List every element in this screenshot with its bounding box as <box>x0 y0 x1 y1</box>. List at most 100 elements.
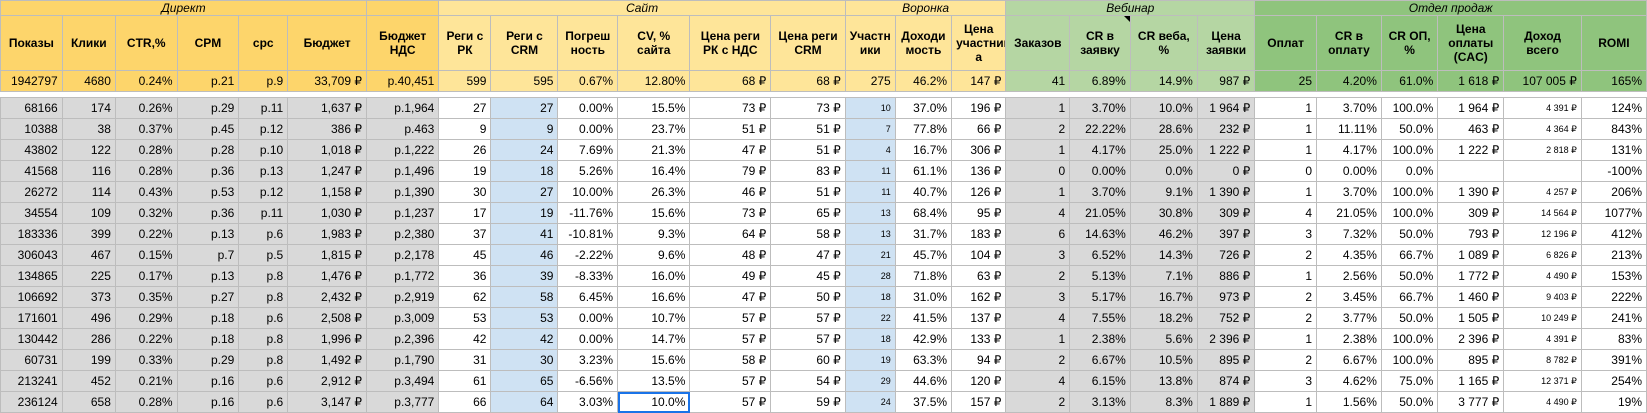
table-cell[interactable]: 14.63% <box>1069 223 1131 245</box>
table-cell[interactable]: 38 <box>61 118 116 140</box>
table-cell[interactable]: 225 <box>61 265 116 287</box>
table-cell[interactable]: 15.5% <box>617 97 691 119</box>
table-cell[interactable]: 1 <box>1254 139 1317 161</box>
column-header-cell[interactable]: Цена реги CRM <box>770 15 846 71</box>
table-cell[interactable]: 109 <box>61 202 116 224</box>
table-cell[interactable]: 42 <box>438 328 492 350</box>
table-cell[interactable]: 4 391 ₽ <box>1503 328 1582 350</box>
table-cell[interactable]: 4.35% <box>1316 244 1382 266</box>
table-cell[interactable]: 71.8% <box>894 265 953 287</box>
table-cell[interactable]: 1,996 ₽ <box>287 328 367 350</box>
table-cell[interactable]: 44.6% <box>894 370 953 392</box>
table-cell[interactable]: 7.1% <box>1129 265 1198 287</box>
table-cell[interactable]: 18 <box>490 160 559 182</box>
table-cell[interactable]: 50.0% <box>1380 223 1439 245</box>
total-cell[interactable]: 33,709 ₽ <box>287 70 367 92</box>
table-cell[interactable]: 46 ₽ <box>689 181 772 203</box>
table-cell[interactable]: 399 <box>61 223 116 245</box>
table-cell[interactable]: 1,030 ₽ <box>287 202 367 224</box>
table-cell[interactable]: 463 ₽ <box>1437 118 1505 140</box>
table-cell[interactable]: 31.0% <box>894 286 953 308</box>
table-cell[interactable]: р.45 <box>176 118 240 140</box>
table-cell[interactable]: 40.7% <box>894 181 953 203</box>
table-cell[interactable]: 43802 <box>0 139 63 161</box>
table-cell[interactable]: 14.3% <box>1129 244 1198 266</box>
table-cell[interactable]: 10 249 ₽ <box>1503 307 1582 329</box>
column-header-cell[interactable]: CPM <box>176 15 240 71</box>
table-cell[interactable]: 3 <box>1005 286 1071 308</box>
total-cell[interactable]: р.9 <box>238 70 289 92</box>
table-cell[interactable]: 11 <box>844 181 896 203</box>
table-cell[interactable]: 3 <box>1254 370 1317 392</box>
table-cell[interactable]: 162 ₽ <box>951 286 1007 308</box>
table-cell[interactable]: 54 ₽ <box>770 370 846 392</box>
column-header-cell[interactable]: Бюджет НДС <box>365 15 440 71</box>
column-header-cell[interactable]: CR в оплату <box>1316 15 1382 71</box>
table-cell[interactable]: 51 ₽ <box>770 181 846 203</box>
table-cell[interactable]: 26.3% <box>617 181 691 203</box>
table-cell[interactable]: 232 ₽ <box>1196 118 1256 140</box>
table-cell[interactable]: 3.70% <box>1069 97 1131 119</box>
table-cell[interactable]: 1 <box>1254 265 1317 287</box>
table-cell[interactable]: 2 <box>1254 307 1317 329</box>
table-cell[interactable]: р.16 <box>176 391 240 413</box>
table-cell[interactable]: 41 <box>490 223 559 245</box>
column-header-cell[interactable]: Цена участник а <box>951 15 1007 71</box>
table-cell[interactable]: р.8 <box>238 328 289 350</box>
table-cell[interactable]: 45 <box>438 244 492 266</box>
table-cell[interactable]: 0 <box>1005 160 1071 182</box>
table-cell[interactable]: 1.56% <box>1316 391 1382 413</box>
table-cell[interactable]: 30.8% <box>1129 202 1198 224</box>
table-cell[interactable]: -6.56% <box>557 370 619 392</box>
table-cell[interactable]: р.6 <box>238 391 289 413</box>
table-cell[interactable]: 1 390 ₽ <box>1437 181 1505 203</box>
table-cell[interactable]: 0.35% <box>114 286 178 308</box>
table-cell[interactable]: р.2,380 <box>365 223 440 245</box>
table-cell[interactable]: р.1,390 <box>365 181 440 203</box>
table-cell[interactable]: 1,637 ₽ <box>287 97 367 119</box>
table-cell[interactable]: 10.5% <box>1129 349 1198 371</box>
table-cell[interactable]: 3.23% <box>557 349 619 371</box>
table-cell[interactable]: 120 ₽ <box>951 370 1007 392</box>
table-cell[interactable]: -10.81% <box>557 223 619 245</box>
table-cell[interactable]: 18 <box>844 286 896 308</box>
table-cell[interactable]: 726 ₽ <box>1196 244 1256 266</box>
table-cell[interactable]: 37.0% <box>894 97 953 119</box>
table-cell[interactable]: 1 390 ₽ <box>1196 181 1256 203</box>
table-cell[interactable]: 254% <box>1580 370 1647 392</box>
table-cell[interactable]: 15.6% <box>617 202 691 224</box>
table-cell[interactable]: р.1,222 <box>365 139 440 161</box>
table-cell[interactable]: 213241 <box>0 370 63 392</box>
table-cell[interactable]: 0.00% <box>1316 160 1382 182</box>
table-cell[interactable]: 1 222 ₽ <box>1196 139 1256 161</box>
table-cell[interactable]: 3.70% <box>1316 97 1382 119</box>
table-cell[interactable]: 116 <box>61 160 116 182</box>
column-header-cell[interactable]: CR веба, % <box>1129 15 1198 71</box>
table-cell[interactable]: 397 ₽ <box>1196 223 1256 245</box>
table-cell[interactable]: р.6 <box>238 223 289 245</box>
table-cell[interactable]: 57 ₽ <box>689 328 772 350</box>
table-cell[interactable]: 100.0% <box>1380 328 1439 350</box>
table-cell[interactable]: 47 ₽ <box>689 139 772 161</box>
total-cell[interactable]: 41 <box>1005 70 1071 92</box>
table-cell[interactable]: 6.52% <box>1069 244 1131 266</box>
table-cell[interactable]: 23.7% <box>617 118 691 140</box>
table-cell[interactable]: 452 <box>61 370 116 392</box>
table-cell[interactable]: 0.0% <box>1380 160 1439 182</box>
table-cell[interactable]: р.1,237 <box>365 202 440 224</box>
table-cell[interactable]: 27 <box>490 97 559 119</box>
table-cell[interactable]: 4.17% <box>1316 139 1382 161</box>
table-cell[interactable]: р.18 <box>176 307 240 329</box>
table-cell[interactable]: 64 ₽ <box>689 223 772 245</box>
table-cell[interactable]: 6.45% <box>557 286 619 308</box>
table-cell[interactable]: 0.21% <box>114 370 178 392</box>
table-cell[interactable]: 13.5% <box>617 370 691 392</box>
table-cell[interactable]: 895 ₽ <box>1196 349 1256 371</box>
table-cell[interactable]: р.11 <box>238 97 289 119</box>
table-cell[interactable]: 0 <box>1254 160 1317 182</box>
table-cell[interactable]: 412% <box>1580 223 1647 245</box>
table-cell[interactable]: 19 <box>438 160 492 182</box>
table-cell[interactable]: 1 <box>1005 181 1071 203</box>
table-cell[interactable]: 0.00% <box>557 97 619 119</box>
table-cell[interactable]: 0.00% <box>557 307 619 329</box>
